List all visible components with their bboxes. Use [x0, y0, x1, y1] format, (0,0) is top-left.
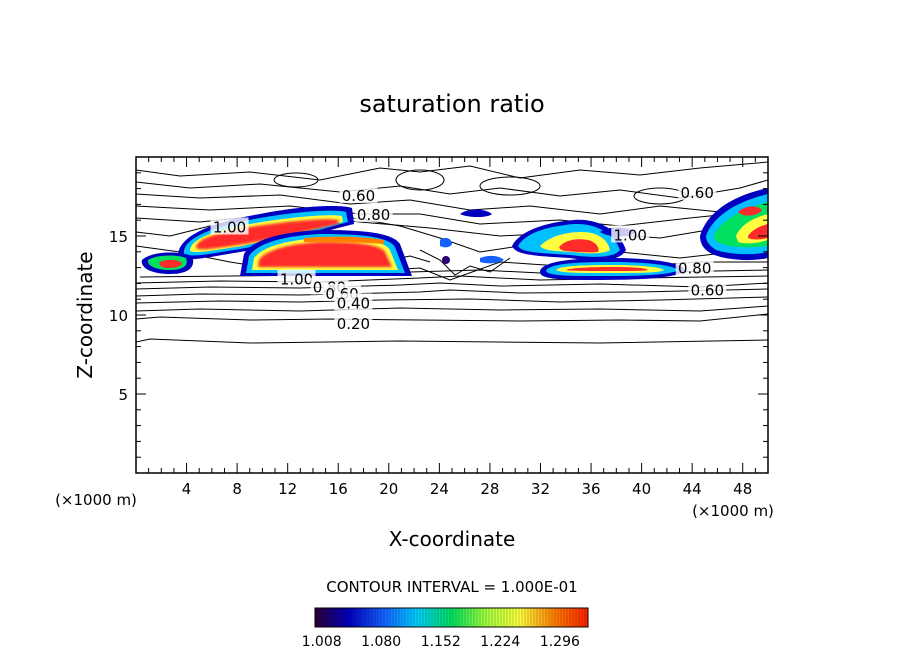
region-left-upper: [177, 206, 354, 260]
saturation-fill: [141, 188, 768, 280]
contour-line-top-d: [136, 205, 768, 227]
contour-label-bg: [678, 182, 717, 200]
contour-label-bg: [611, 225, 650, 243]
chart-title: saturation ratio: [359, 90, 544, 118]
x-tick-label: 20: [379, 480, 398, 498]
contour-label: 0.80: [357, 206, 390, 224]
contour-label: 1.00: [213, 219, 246, 237]
contour-island-d: [273, 172, 319, 188]
x-tick-label: 32: [531, 480, 550, 498]
contour-label-bg: [210, 217, 249, 235]
y-tick-label: 10: [109, 307, 128, 325]
contour-label: 0.60: [342, 187, 375, 205]
contour-label-bg: [334, 313, 373, 331]
contour-line-060: [136, 282, 768, 290]
colorbar-tick-label: 1.080: [361, 634, 401, 650]
x-tick-label: 16: [329, 480, 348, 498]
contour-label: 0.20: [337, 315, 370, 333]
colorbar-tick-label: 1.152: [421, 634, 461, 650]
region-right-edge: [700, 188, 768, 261]
contour-interval-label: CONTOUR INTERVAL = 1.000E-01: [326, 578, 577, 596]
contour-line-top-c: [136, 193, 768, 215]
contour-label: 1.00: [280, 271, 313, 289]
x-tick-label: 28: [480, 480, 499, 498]
contour-label-bg: [354, 204, 393, 222]
contour-line-020: [136, 313, 768, 322]
contour-label-bg: [675, 258, 714, 276]
x-tick-label: 36: [581, 480, 600, 498]
x-unit-left: (×1000 m): [55, 491, 137, 509]
y-tick-label: 15: [109, 228, 128, 246]
y-axis-label: Z-coordinate: [73, 251, 97, 378]
contour-labels: 0.600.801.001.000.800.600.400.200.601.00…: [210, 182, 727, 333]
contour-label: 0.80: [678, 260, 711, 278]
colorbar-tick-label: 1.008: [302, 634, 342, 650]
plot-frame: [135, 156, 769, 474]
contour-line-base: [136, 338, 768, 344]
x-tick-label: 44: [683, 480, 702, 498]
y-axis-tick-labels: 5 10 15: [109, 228, 128, 404]
contour-label-bg: [688, 280, 727, 298]
contour-island-a: [395, 169, 445, 191]
x-tick-label: 48: [733, 480, 752, 498]
colorbar-tick-label: 1.224: [480, 634, 520, 650]
contour-label-bg: [277, 269, 316, 287]
contour-island-b: [479, 176, 541, 196]
plot-area: 0.600.801.001.000.800.600.400.200.601.00…: [136, 161, 768, 344]
x-tick-label: 12: [278, 480, 297, 498]
contour-label: 0.60: [691, 282, 724, 300]
region-center-right: [440, 209, 686, 280]
x-tick-label: 8: [232, 480, 242, 498]
x-tick-label: 24: [430, 480, 449, 498]
contour-label: 0.60: [681, 184, 714, 202]
x-unit-right: (×1000 m): [692, 502, 774, 520]
contour-island-c: [633, 187, 687, 205]
colorbar: [314, 607, 589, 628]
colorbar-hatching: [317, 609, 586, 626]
contour-line-top-a: [136, 161, 768, 181]
region-left-lower: [141, 230, 412, 276]
contour-line-040: [136, 296, 768, 304]
contour-line-mid-c: [419, 249, 511, 276]
y-tick-label: 5: [118, 386, 128, 404]
x-tick-label: 4: [182, 480, 192, 498]
colorbar-tick-labels: 1.008 1.080 1.152 1.224 1.296: [302, 634, 580, 650]
x-axis-tick-labels: 4 8 12 16 20 24 28 32 36 40 44 48: [182, 480, 752, 498]
contour-label: 0.40: [337, 294, 370, 312]
contour-line-030: [136, 305, 768, 312]
contour-label-bg: [339, 185, 378, 203]
contour-label-bg: [334, 293, 373, 311]
contour-label: 1.00: [614, 226, 647, 244]
colorbar-tick-label: 1.296: [540, 634, 580, 650]
x-tick-label: 40: [632, 480, 651, 498]
y-axis-ticks: [136, 172, 768, 458]
x-axis-ticks: [148, 157, 756, 473]
x-axis-label: X-coordinate: [389, 527, 516, 551]
contour-line-050: [136, 288, 768, 297]
